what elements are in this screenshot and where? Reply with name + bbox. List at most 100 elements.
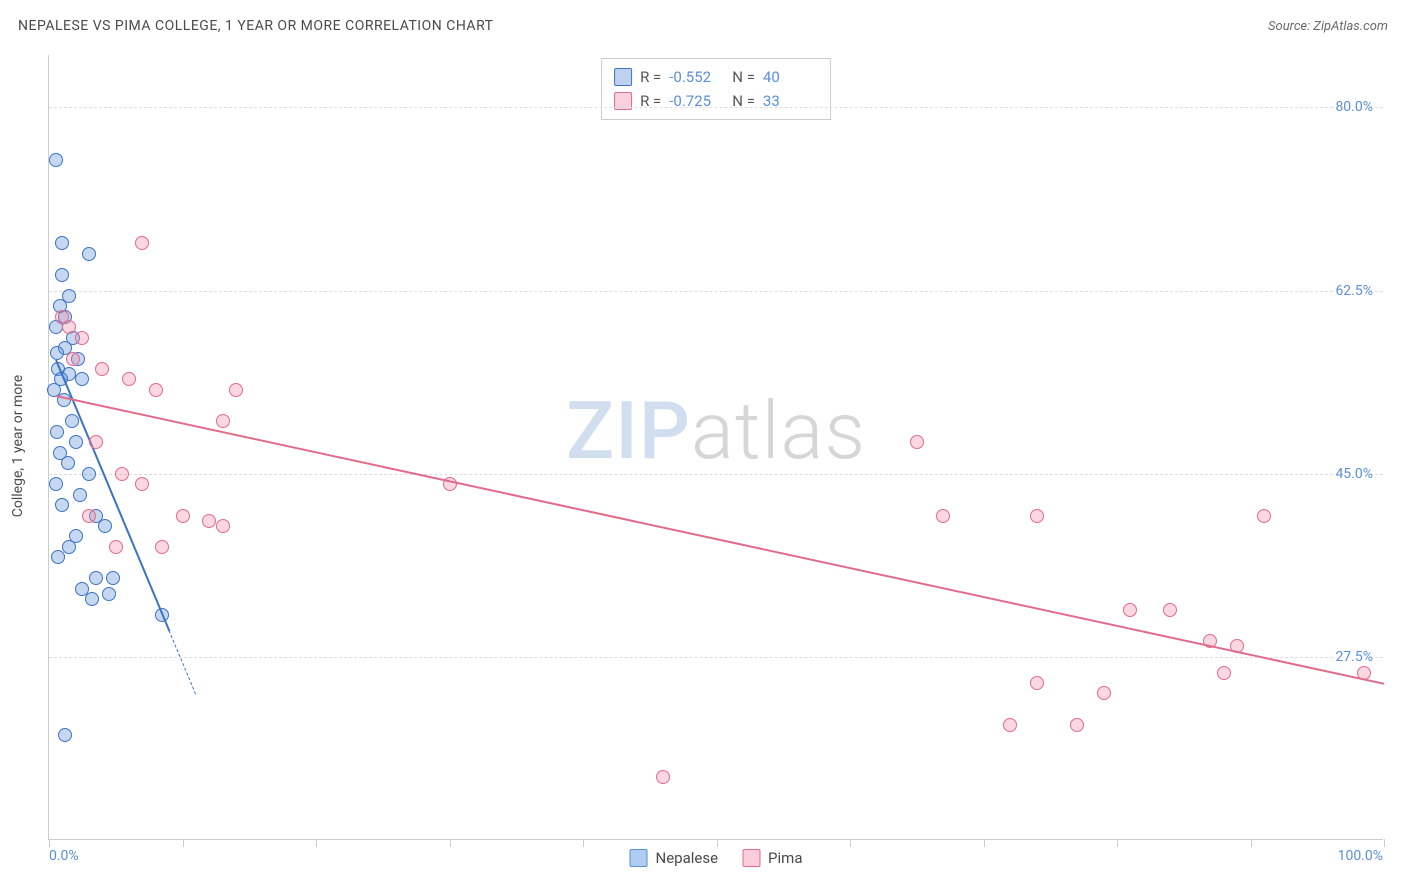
- data-point: [202, 514, 216, 528]
- n-value: 40: [763, 65, 818, 89]
- legend-item: Nepalese: [630, 849, 719, 867]
- data-point: [49, 153, 63, 167]
- data-point: [1217, 666, 1231, 680]
- data-point: [50, 425, 64, 439]
- data-point: [50, 346, 64, 360]
- data-point: [62, 320, 76, 334]
- watermark: ZIPatlas: [566, 384, 866, 478]
- data-point: [656, 770, 670, 784]
- y-gridline: [49, 107, 1383, 108]
- n-label: N =: [732, 89, 755, 113]
- trend-line: [55, 395, 1384, 685]
- x-tick: [583, 839, 584, 847]
- data-point: [1123, 603, 1137, 617]
- data-point: [55, 236, 69, 250]
- data-point: [1163, 603, 1177, 617]
- r-label: R =: [640, 89, 661, 113]
- r-value: -0.552: [669, 65, 724, 89]
- data-point: [1030, 509, 1044, 523]
- correlation-legend: R = -0.552 N = 40 R = -0.725 N = 33: [601, 58, 831, 120]
- x-tick: [49, 839, 50, 847]
- data-point: [1257, 509, 1271, 523]
- x-tick: [984, 839, 985, 847]
- data-point: [216, 414, 230, 428]
- data-point: [55, 268, 69, 282]
- data-point: [49, 477, 63, 491]
- legend-swatch: [614, 68, 632, 86]
- data-point: [73, 488, 87, 502]
- data-point: [1030, 676, 1044, 690]
- legend-swatch: [630, 849, 648, 867]
- legend-label: Nepalese: [656, 849, 719, 867]
- legend-stat-row: R = -0.552 N = 40: [614, 65, 818, 89]
- data-point: [89, 571, 103, 585]
- x-tick: [1251, 839, 1252, 847]
- y-axis-title: College, 1 year or more: [10, 375, 26, 517]
- data-point: [69, 435, 83, 449]
- data-point: [1097, 686, 1111, 700]
- legend-item: Pima: [742, 849, 802, 867]
- data-point: [82, 509, 96, 523]
- data-point: [1003, 718, 1017, 732]
- data-point: [115, 467, 129, 481]
- y-tick-label: 80.0%: [1333, 99, 1375, 115]
- data-point: [85, 592, 99, 606]
- legend-label: Pima: [768, 849, 802, 867]
- data-point: [176, 509, 190, 523]
- y-gridline: [49, 474, 1383, 475]
- legend-swatch: [742, 849, 760, 867]
- x-tick: [316, 839, 317, 847]
- r-label: R =: [640, 65, 661, 89]
- data-point: [58, 728, 72, 742]
- watermark-zip: ZIP: [566, 384, 691, 478]
- y-tick-label: 45.0%: [1333, 466, 1375, 482]
- x-tick: [717, 839, 718, 847]
- data-point: [82, 247, 96, 261]
- data-point: [216, 519, 230, 533]
- x-tick: [1117, 839, 1118, 847]
- data-point: [122, 372, 136, 386]
- data-point: [61, 456, 75, 470]
- n-value: 33: [763, 89, 818, 113]
- data-point: [102, 587, 116, 601]
- chart-source: Source: ZipAtlas.com: [1268, 19, 1388, 34]
- data-point: [1070, 718, 1084, 732]
- x-axis-min-label: 0.0%: [49, 848, 79, 864]
- data-point: [106, 571, 120, 585]
- data-point: [75, 372, 89, 386]
- y-tick-label: 27.5%: [1333, 649, 1375, 665]
- y-tick-label: 62.5%: [1333, 283, 1375, 299]
- chart-title: NEPALESE VS PIMA COLLEGE, 1 YEAR OR MORE…: [18, 18, 494, 34]
- y-gridline: [49, 657, 1383, 658]
- data-point: [55, 498, 69, 512]
- data-point: [51, 550, 65, 564]
- data-point: [149, 383, 163, 397]
- data-point: [75, 331, 89, 345]
- data-point: [135, 477, 149, 491]
- data-point: [62, 540, 76, 554]
- x-tick: [450, 839, 451, 847]
- data-point: [89, 435, 103, 449]
- data-point: [936, 509, 950, 523]
- x-tick: [183, 839, 184, 847]
- trend-line: [169, 630, 197, 694]
- data-point: [135, 236, 149, 250]
- x-tick: [1384, 839, 1385, 847]
- data-point: [98, 519, 112, 533]
- data-point: [95, 362, 109, 376]
- watermark-atlas: atlas: [691, 384, 866, 478]
- x-tick: [850, 839, 851, 847]
- data-point: [82, 467, 96, 481]
- data-point: [66, 352, 80, 366]
- data-point: [229, 383, 243, 397]
- series-legend: Nepalese Pima: [630, 849, 803, 867]
- chart-header: NEPALESE VS PIMA COLLEGE, 1 YEAR OR MORE…: [18, 18, 1388, 34]
- data-point: [155, 540, 169, 554]
- data-point: [910, 435, 924, 449]
- data-point: [109, 540, 123, 554]
- n-label: N =: [732, 65, 755, 89]
- r-value: -0.725: [669, 89, 724, 113]
- plot-area: ZIPatlas R =-0.552N =40R =-0.725N =33 0.…: [48, 55, 1383, 840]
- legend-stat-row: R = -0.725 N = 33: [614, 89, 818, 113]
- data-point: [65, 414, 79, 428]
